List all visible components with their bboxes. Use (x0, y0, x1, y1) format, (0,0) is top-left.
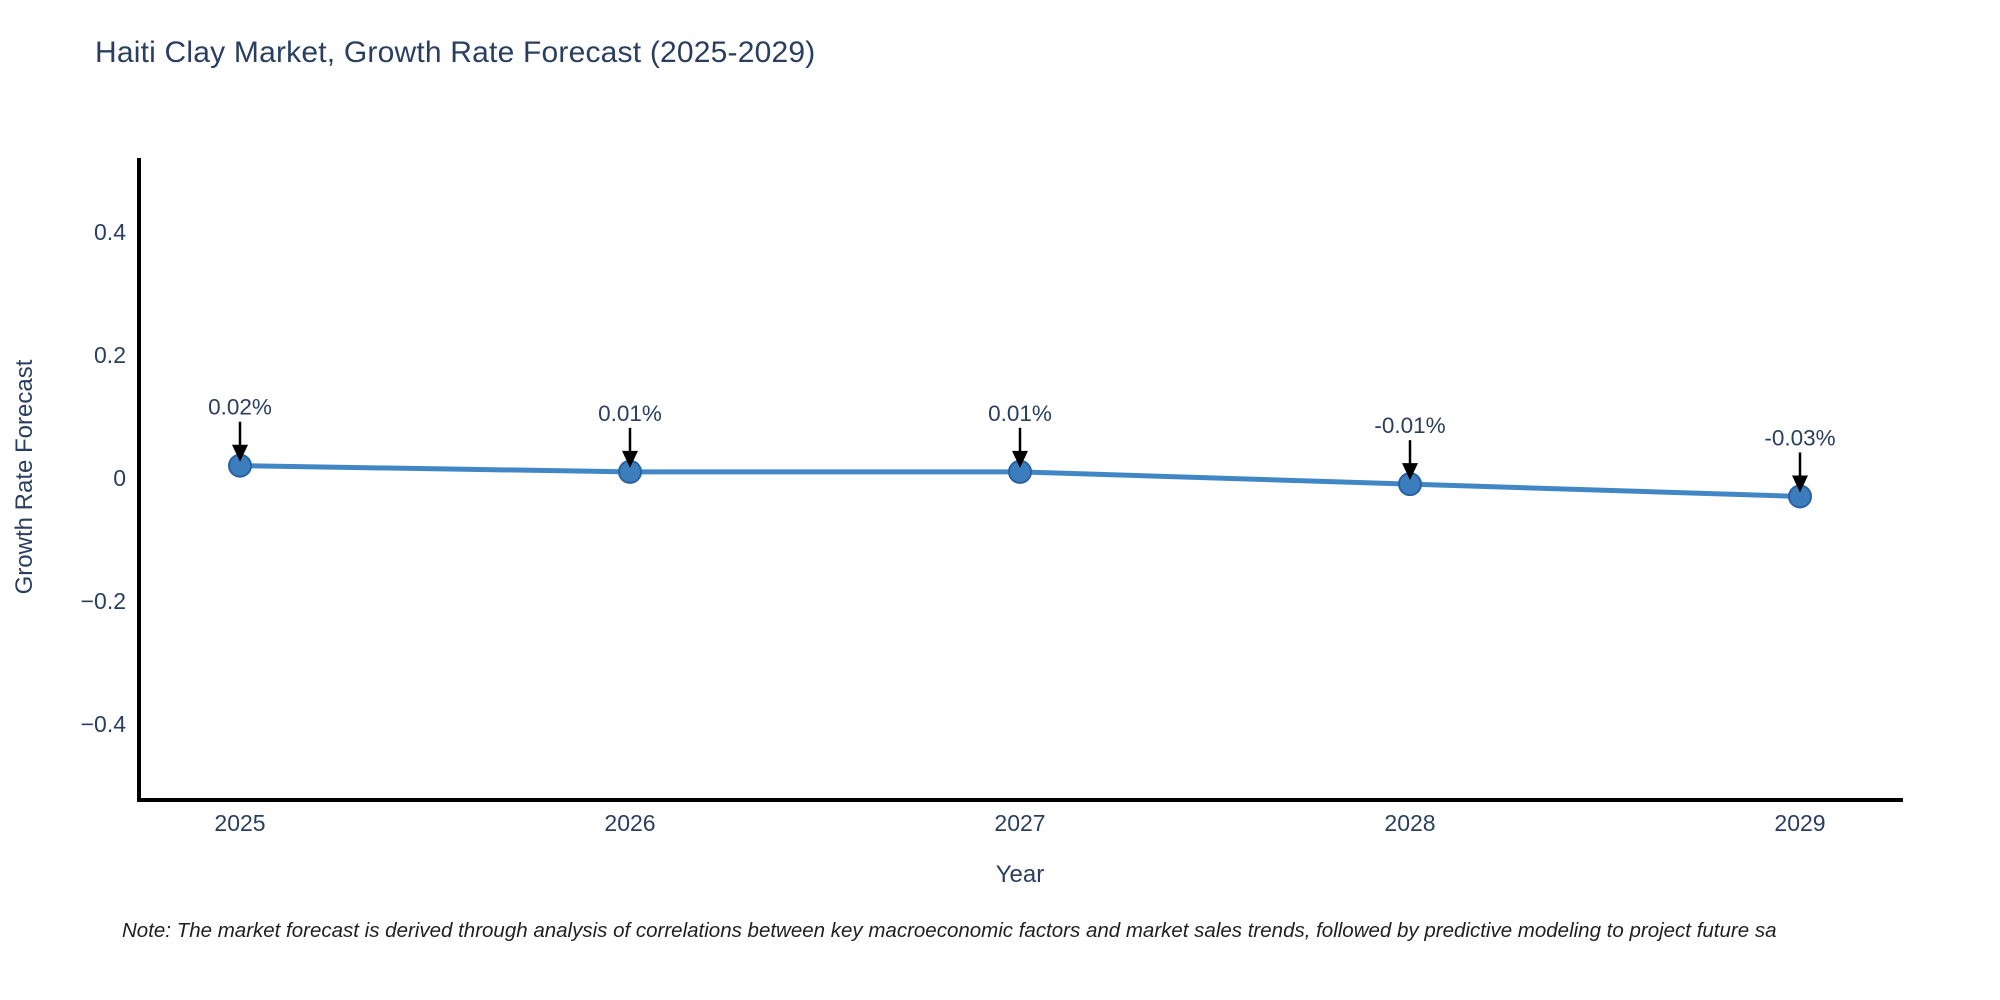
x-tick-label: 2028 (1384, 810, 1435, 836)
annotation-arrow-head (1402, 463, 1418, 481)
point-annotation-label: 0.01% (988, 401, 1052, 426)
x-axis-title: Year (995, 861, 1045, 888)
chart-title: Haiti Clay Market, Growth Rate Forecast … (95, 36, 816, 69)
point-annotation-label: -0.03% (1764, 425, 1835, 450)
annotation-arrow-head (1012, 450, 1028, 468)
y-tick-label: 0.2 (94, 342, 126, 368)
y-tick-label: −0.2 (81, 588, 126, 614)
x-tick-label: 2027 (994, 810, 1045, 836)
y-tick-label: −0.4 (81, 711, 127, 737)
y-tick-label: 0.4 (94, 219, 126, 245)
x-tick-label: 2025 (214, 810, 265, 836)
annotation-arrow-head (622, 450, 638, 468)
x-tick-label: 2026 (604, 810, 655, 836)
y-tick-label: 0 (113, 465, 126, 491)
annotation-arrow-head (1792, 475, 1808, 493)
point-annotation-label: 0.01% (598, 401, 662, 426)
footnote-text: Note: The market forecast is derived thr… (122, 919, 1777, 942)
point-annotation-label: -0.01% (1374, 413, 1445, 438)
annotation-arrow-head (232, 444, 248, 462)
point-annotation-label: 0.02% (208, 395, 272, 420)
x-tick-label: 2029 (1774, 810, 1825, 836)
